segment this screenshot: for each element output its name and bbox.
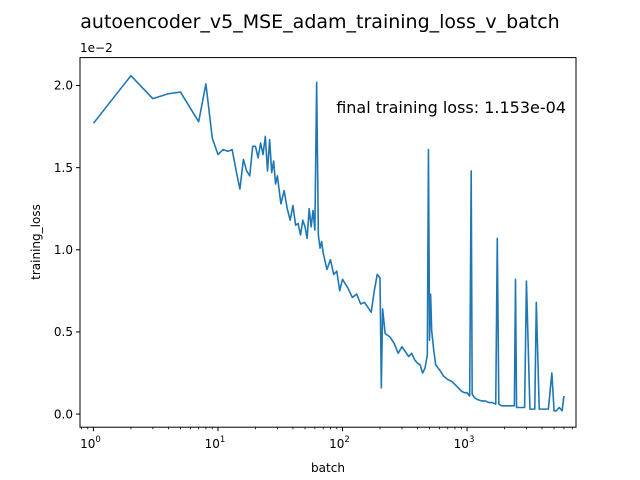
x-tick-base: 10 [454, 437, 469, 451]
x-tick-exponent: 3 [469, 435, 474, 445]
y-axis-ticks: 0.0 0.5 1.0 1.5 2.0 [54, 79, 80, 421]
x-axis-ticks: 100 101 102 103 [80, 427, 573, 451]
x-tick-label: 101 [205, 435, 226, 451]
x-tick-label: 103 [454, 435, 475, 451]
y-tick-label: 0.0 [54, 407, 73, 421]
y-tick-label: 0.5 [54, 325, 73, 339]
x-tick-exponent: 1 [220, 435, 225, 445]
plot-area: 0.00.51.01.52.0 100 101 102 103 [54, 57, 577, 451]
y-tick-label: 1.0 [54, 243, 73, 257]
y-axis-offset-label: 1e−2 [80, 41, 113, 55]
y-axis-label: training_loss [29, 204, 43, 280]
final-loss-annotation: final training loss: 1.153e-04 [336, 98, 566, 117]
x-axis-label: batch [311, 461, 345, 475]
x-tick-label: 102 [329, 435, 350, 451]
x-tick-base: 10 [80, 437, 95, 451]
y-tick-label: 2.0 [54, 79, 73, 93]
y-tick-label: 1.5 [54, 161, 73, 175]
x-tick-base: 10 [329, 437, 344, 451]
x-tick-exponent: 0 [95, 435, 100, 445]
chart-title: autoencoder_v5_MSE_adam_training_loss_v_… [80, 11, 559, 33]
x-tick-exponent: 2 [344, 435, 349, 445]
training-loss-line [92, 74, 565, 412]
x-tick-label: 100 [80, 435, 101, 451]
x-tick-base: 10 [205, 437, 220, 451]
axes-frame [79, 57, 577, 428]
